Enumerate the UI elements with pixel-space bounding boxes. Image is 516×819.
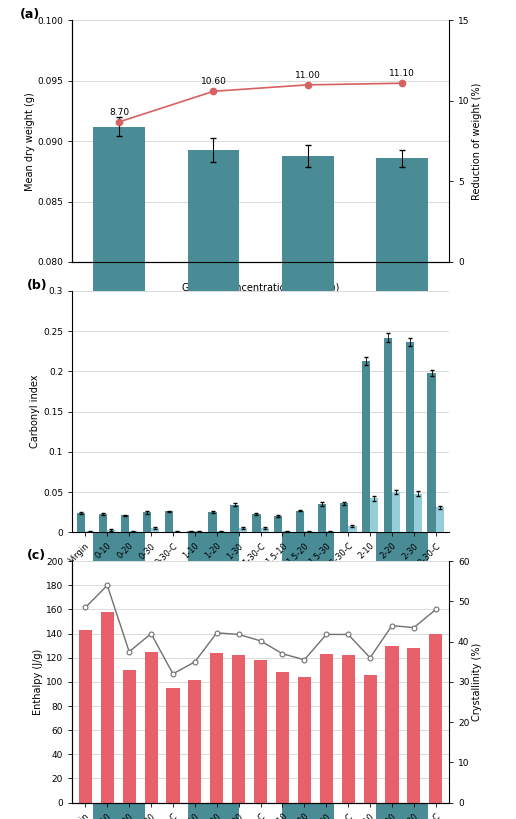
Bar [232, 655, 245, 803]
Bar [208, 512, 217, 532]
Bar [407, 648, 421, 803]
Bar [261, 528, 269, 532]
Bar [436, 507, 444, 532]
Y-axis label: Reduction of weight (%): Reduction of weight (%) [472, 83, 482, 200]
Bar [144, 652, 158, 803]
Bar [414, 494, 422, 532]
Bar [385, 645, 398, 803]
Bar [320, 654, 333, 803]
Bar [427, 373, 436, 532]
Bar [107, 530, 116, 532]
Bar [370, 499, 378, 532]
Bar [167, 688, 180, 803]
Bar [340, 504, 348, 532]
Bar [282, 156, 333, 819]
Bar [230, 505, 239, 532]
X-axis label: Glucose concentration (% (w/v)): Glucose concentration (% (w/v)) [182, 283, 339, 292]
Bar [123, 670, 136, 803]
Bar [93, 127, 145, 819]
Bar [165, 511, 173, 532]
Text: 11.00: 11.00 [295, 71, 320, 80]
Bar [239, 528, 247, 532]
Bar [254, 660, 267, 803]
Bar [151, 528, 159, 532]
Bar [274, 516, 282, 532]
Bar [296, 510, 304, 532]
Bar [252, 514, 261, 532]
Text: 11.10: 11.10 [389, 70, 415, 79]
Bar [318, 504, 326, 532]
Bar [121, 515, 129, 532]
Bar [384, 337, 392, 532]
Bar [276, 672, 289, 803]
Bar [101, 612, 114, 803]
Text: 8.70: 8.70 [109, 108, 130, 117]
Bar [363, 675, 377, 803]
Text: 10.60: 10.60 [201, 77, 227, 86]
Y-axis label: Mean dry weight (g): Mean dry weight (g) [25, 92, 35, 191]
Bar [210, 653, 223, 803]
Legend: KCBI, ECBI: KCBI, ECBI [207, 614, 314, 632]
Legend: Dry weight, Reduction of dry weight: Dry weight, Reduction of dry weight [144, 320, 377, 337]
Y-axis label: Crystallinity (%): Crystallinity (%) [472, 643, 482, 721]
Bar [342, 655, 354, 803]
Bar [188, 150, 239, 819]
Bar [392, 492, 400, 532]
Bar [429, 634, 442, 803]
Text: (b): (b) [27, 278, 47, 292]
Y-axis label: Carbonyl index: Carbonyl index [30, 375, 40, 448]
Y-axis label: Enthalpy (J/g): Enthalpy (J/g) [33, 649, 43, 715]
Bar [298, 677, 311, 803]
Bar [406, 342, 414, 532]
Bar [348, 526, 357, 532]
Bar [143, 512, 151, 532]
Bar [362, 361, 370, 532]
Bar [188, 680, 201, 803]
Text: (c): (c) [27, 550, 46, 562]
Text: (a): (a) [20, 8, 40, 21]
Bar [99, 514, 107, 532]
Bar [77, 513, 85, 532]
Bar [376, 158, 428, 819]
Bar [79, 630, 92, 803]
